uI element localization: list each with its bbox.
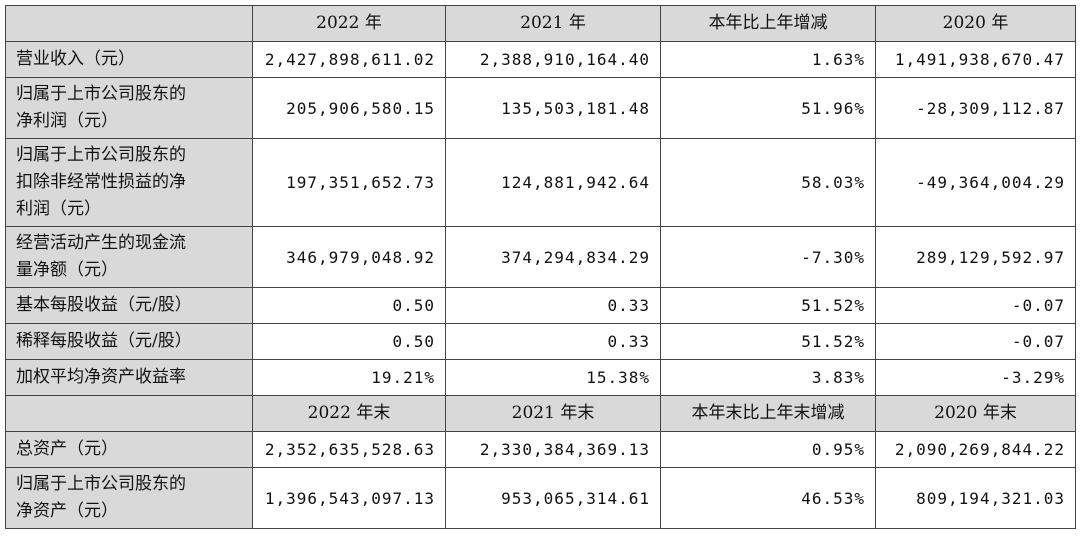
value-cell: 289,129,592.97 — [875, 226, 1076, 288]
value-cell: -49,364,004.29 — [875, 138, 1076, 227]
header-cell: 2022 年 — [252, 5, 446, 42]
value-cell: 197,351,652.73 — [252, 138, 446, 227]
label-line: 量净额（元） — [16, 260, 118, 280]
value-cell: 1.63% — [660, 41, 876, 78]
header-cell: 2020 年 — [875, 5, 1076, 42]
row-label: 归属于上市公司股东的 扣除非经常性损益的净 利润（元） — [5, 138, 253, 227]
data-row: 归属于上市公司股东的 净资产（元） 1,396,543,097.13 953,065,… — [5, 467, 1076, 529]
row-label: 归属于上市公司股东的 净资产（元） — [5, 467, 253, 529]
value-cell: 0.95% — [660, 431, 876, 468]
row-label: 经营活动产生的现金流 量净额（元） — [5, 226, 253, 288]
header-cell: 2022 年末 — [252, 395, 446, 432]
label-line: 经营活动产生的现金流 — [16, 233, 186, 253]
label-line: 总资产（元） — [16, 439, 118, 459]
value-cell: 2,388,910,164.40 — [445, 41, 661, 78]
value-cell: -28,309,112.87 — [875, 77, 1076, 139]
label-line: 加权平均净资产收益率 — [16, 367, 186, 387]
value-cell: 346,979,048.92 — [252, 226, 446, 288]
financial-table: 2022 年 2021 年本年比上年增减 2020 年营业收入（元） 2,427,89… — [5, 5, 1076, 529]
value-cell: 15.38% — [445, 359, 661, 396]
data-row: 归属于上市公司股东的 净利润（元） 205,906,580.15 135,503,18… — [5, 77, 1076, 139]
data-row: 营业收入（元） 2,427,898,611.02 2,388,910,164.40 1… — [5, 41, 1076, 78]
table-body: 2022 年 2021 年本年比上年增减 2020 年营业收入（元） 2,427,89… — [5, 5, 1076, 529]
row-label: 总资产（元） — [5, 431, 253, 468]
label-line: 稀释每股收益（元/股） — [16, 331, 192, 351]
data-row: 总资产（元） 2,352,635,528.63 2,330,384,369.13 0.… — [5, 431, 1076, 468]
value-cell: -0.07 — [875, 323, 1076, 360]
value-cell: 2,427,898,611.02 — [252, 41, 446, 78]
value-cell: 0.33 — [445, 323, 661, 360]
value-cell: 2,330,384,369.13 — [445, 431, 661, 468]
data-row: 稀释每股收益（元/股） 0.50 0.33 51.52% -0.07 — [5, 323, 1076, 360]
header-cell — [5, 395, 253, 432]
row-label: 基本每股收益（元/股） — [5, 287, 253, 324]
value-cell: 3.83% — [660, 359, 876, 396]
label-line: 利润（元） — [16, 199, 101, 219]
header-row: 2022 年末 2021 年末 本年末比上年末增减 2020 年末 — [5, 395, 1076, 432]
label-line: 归属于上市公司股东的 — [16, 145, 186, 165]
value-cell: 809,194,321.03 — [875, 467, 1076, 529]
data-row: 归属于上市公司股东的 扣除非经常性损益的净 利润（元） 197,351,652.73 1… — [5, 138, 1076, 227]
value-cell: 0.50 — [252, 323, 446, 360]
value-cell: 58.03% — [660, 138, 876, 227]
label-line: 基本每股收益（元/股） — [16, 295, 192, 315]
header-cell: 本年比上年增减 — [660, 5, 876, 42]
value-cell: 19.21% — [252, 359, 446, 396]
value-cell: 135,503,181.48 — [445, 77, 661, 139]
value-cell: 0.33 — [445, 287, 661, 324]
value-cell: 46.53% — [660, 467, 876, 529]
value-cell: 1,396,543,097.13 — [252, 467, 446, 529]
data-row: 基本每股收益（元/股） 0.50 0.33 51.52% -0.07 — [5, 287, 1076, 324]
data-row: 加权平均净资产收益率 19.21% 15.38% 3.83% -3.29% — [5, 359, 1076, 396]
label-line: 归属于上市公司股东的 — [16, 84, 186, 104]
label-line: 扣除非经常性损益的净 — [16, 172, 186, 192]
label-line: 净利润（元） — [16, 111, 118, 131]
header-cell: 2021 年 — [445, 5, 661, 42]
label-line: 归属于上市公司股东的 — [16, 474, 186, 494]
value-cell: -3.29% — [875, 359, 1076, 396]
header-cell: 本年末比上年末增减 — [660, 395, 876, 432]
value-cell: 374,294,834.29 — [445, 226, 661, 288]
value-cell: 51.96% — [660, 77, 876, 139]
header-cell: 2020 年末 — [875, 395, 1076, 432]
value-cell: 124,881,942.64 — [445, 138, 661, 227]
header-cell: 2021 年末 — [445, 395, 661, 432]
header-row: 2022 年 2021 年本年比上年增减 2020 年 — [5, 5, 1076, 42]
row-label: 归属于上市公司股东的 净利润（元） — [5, 77, 253, 139]
row-label: 加权平均净资产收益率 — [5, 359, 253, 396]
header-cell — [5, 5, 253, 42]
label-line: 净资产（元） — [16, 501, 118, 521]
value-cell: 51.52% — [660, 323, 876, 360]
value-cell: -7.30% — [660, 226, 876, 288]
label-line: 营业收入（元） — [16, 49, 135, 69]
value-cell: 1,491,938,670.47 — [875, 41, 1076, 78]
row-label: 稀释每股收益（元/股） — [5, 323, 253, 360]
value-cell: 953,065,314.61 — [445, 467, 661, 529]
value-cell: 2,090,269,844.22 — [875, 431, 1076, 468]
data-row: 经营活动产生的现金流 量净额（元） 346,979,048.92 374,294,83… — [5, 226, 1076, 288]
value-cell: 205,906,580.15 — [252, 77, 446, 139]
value-cell: -0.07 — [875, 287, 1076, 324]
value-cell: 2,352,635,528.63 — [252, 431, 446, 468]
row-label: 营业收入（元） — [5, 41, 253, 78]
value-cell: 51.52% — [660, 287, 876, 324]
value-cell: 0.50 — [252, 287, 446, 324]
